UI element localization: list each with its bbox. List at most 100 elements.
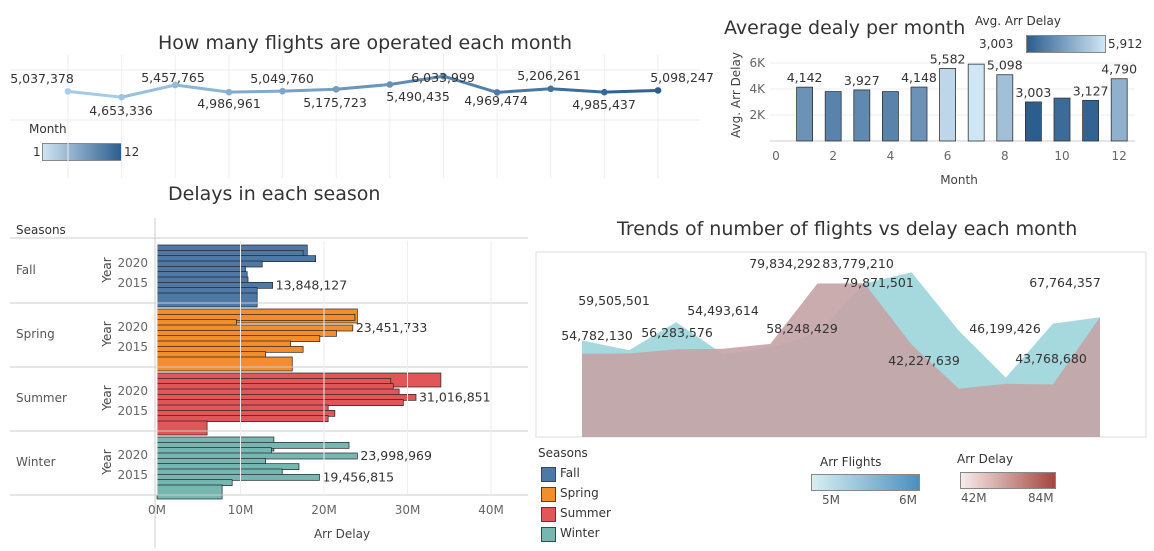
flights-legend-min: 5M <box>822 493 840 507</box>
line-segment <box>228 89 283 94</box>
bar-data-label: 3,003 <box>1016 85 1052 100</box>
flights-legend-max: 6M <box>899 493 917 507</box>
line-point <box>171 81 179 89</box>
season-xtick-label: 30M <box>395 503 421 517</box>
flights-legend-ramp <box>811 474 920 491</box>
avg-delay-bar <box>882 91 899 142</box>
year-axis-label: Year <box>100 321 114 347</box>
areadelay-legend-max: 84M <box>1028 491 1054 505</box>
area-data-label: 79,834,292 <box>749 256 821 271</box>
flights-legend-title: Arr Flights <box>820 455 882 469</box>
bar-data-label: 3,927 <box>844 73 880 88</box>
bar-xtick-label: 8 <box>1001 149 1009 163</box>
line-segment <box>175 83 230 94</box>
avg-delay-bar <box>824 91 842 142</box>
line-data-label: 4,969,474 <box>464 93 528 108</box>
area-data-label: 56,283,576 <box>641 325 713 340</box>
avg-delay-bar <box>1110 78 1128 142</box>
line-data-label: 5,457,765 <box>141 70 205 85</box>
line-point <box>654 87 662 94</box>
year-label: 2020 <box>117 256 148 270</box>
bar-xtick-label: 2 <box>829 149 837 163</box>
month-legend-title: Month <box>29 122 67 136</box>
season-legend-swatch <box>541 507 556 522</box>
delay-legend-max: 5,912 <box>1108 37 1143 51</box>
bar-xtick-label: 6 <box>944 149 952 163</box>
line-data-label: 5,206,261 <box>517 68 581 83</box>
seasons-legend-title: Seasons <box>538 446 588 460</box>
season-name: Spring <box>16 327 55 341</box>
area-data-label: 43,768,680 <box>1015 351 1087 366</box>
season-legend-label: Spring <box>560 486 599 500</box>
year-label: 2020 <box>117 448 148 462</box>
avg-delay-bar <box>853 89 871 142</box>
avg-delay-bar <box>1082 99 1099 142</box>
year-label: 2015 <box>117 468 148 482</box>
bar-xtick-label: 4 <box>887 149 895 163</box>
year-axis-label: Year <box>100 257 114 283</box>
line-point <box>440 72 447 80</box>
line-segment <box>336 82 390 91</box>
delay-legend-min: 3,003 <box>979 37 1014 51</box>
season-xtick-label: 40M <box>478 503 504 517</box>
line-point <box>64 88 72 95</box>
line-data-label: 5,049,760 <box>250 71 314 86</box>
area-data-label: 67,764,357 <box>1029 275 1101 290</box>
line-point <box>225 88 233 96</box>
line-data-label: 5,037,378 <box>10 71 74 86</box>
area-data-label: 59,505,501 <box>578 293 650 308</box>
bar-data-label: 4,148 <box>901 70 937 85</box>
bar-data-label: 4,142 <box>787 70 823 85</box>
year-label: 2015 <box>117 404 148 418</box>
line-segment <box>550 87 605 94</box>
season-header: Seasons <box>16 223 66 237</box>
areadelay-legend-ramp <box>960 472 1056 489</box>
line-data-label: 5,490,435 <box>386 89 450 104</box>
bar-data-label: 4,790 <box>1101 62 1137 77</box>
line-point <box>279 87 286 95</box>
delay-legend-ramp <box>1026 35 1106 53</box>
line-segment <box>443 74 498 94</box>
bar-xtick-label: 0 <box>772 149 780 163</box>
season-legend-swatch <box>541 487 556 502</box>
season-bar-label: 23,451,733 <box>356 320 428 335</box>
area-data-label: 46,199,426 <box>969 321 1041 336</box>
bar-data-label: 5,582 <box>930 51 966 66</box>
season-legend-label: Fall <box>560 466 580 480</box>
line-chart-title: How many flights are operated each month <box>158 32 573 54</box>
year-label: 2015 <box>117 340 148 354</box>
month-legend-min: 1 <box>33 145 41 159</box>
bar-ytick-label: 6K <box>749 56 766 70</box>
avg-delay-bar <box>796 86 813 142</box>
bar-data-label: 3,127 <box>1073 83 1109 98</box>
avg-delay-bar <box>1025 101 1042 142</box>
line-point <box>332 85 340 93</box>
season-name: Summer <box>16 391 67 405</box>
year-axis-label: Year <box>100 385 114 411</box>
season-xtick-label: 10M <box>228 503 254 517</box>
area-data-label: 58,248,429 <box>766 321 838 336</box>
line-segment <box>67 89 122 99</box>
bar-ytick-label: 2K <box>749 108 766 122</box>
month-legend-max: 12 <box>124 145 140 159</box>
season-xtick-label: 0M <box>148 503 166 517</box>
line-point <box>386 81 394 88</box>
season-bar-label: 19,456,815 <box>322 469 394 484</box>
line-data-label: 4,985,437 <box>572 97 636 112</box>
line-segment <box>282 87 337 93</box>
line-point <box>493 89 501 96</box>
line-segment <box>496 87 551 94</box>
line-segment <box>121 83 176 99</box>
area-data-label: 54,493,614 <box>687 303 759 318</box>
line-point <box>601 88 608 96</box>
year-label: 2020 <box>117 320 148 334</box>
delay-legend-title: Avg. Arr Delay <box>975 14 1061 28</box>
year-label: 2015 <box>117 276 148 290</box>
season-chart-title: Delays in each season <box>168 183 381 205</box>
avg-delay-bar <box>967 63 985 142</box>
area-data-label: 54,782,130 <box>561 328 633 343</box>
